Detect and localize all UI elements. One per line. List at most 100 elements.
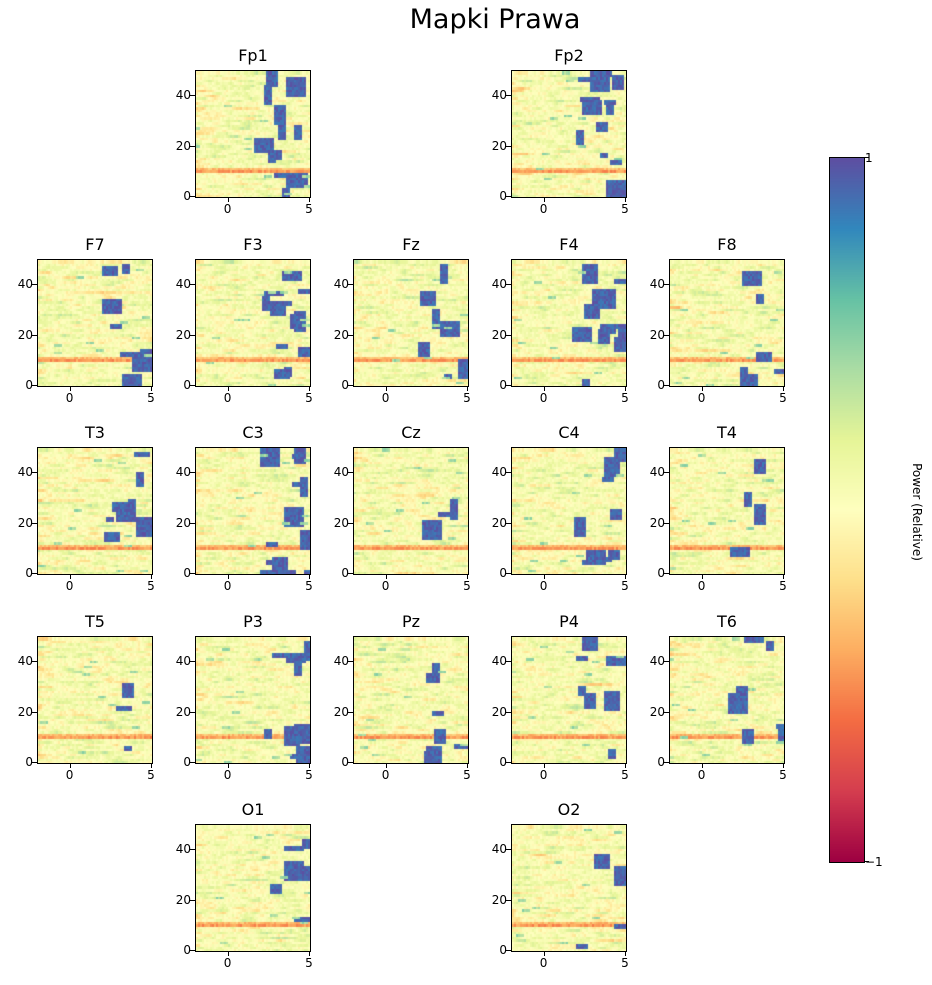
panel-title-f3: F3 — [243, 235, 263, 254]
plot-area-fz — [353, 259, 469, 387]
ytick-mark-t3-0 — [32, 573, 37, 574]
ytick-mark-fz-0 — [348, 385, 353, 386]
ytick-label-f7-0: 0 — [25, 378, 33, 392]
ytick-mark-pz-40 — [348, 661, 353, 663]
heatmap-p4 — [512, 637, 626, 763]
ytick-label-pz-20: 20 — [333, 704, 349, 719]
ytick-label-o1-40: 40 — [175, 842, 191, 857]
panel-title-t6: T6 — [717, 612, 737, 631]
plot-area-cz — [353, 447, 469, 575]
ytick-mark-p3-0 — [190, 762, 195, 763]
ytick-mark-t4-40 — [664, 472, 669, 474]
xtick-label-fp2-0: 0 — [539, 202, 548, 216]
xtick-mark-t4-0 — [701, 574, 703, 579]
ytick-label-o2-0: 0 — [499, 943, 507, 957]
ytick-mark-o2-40 — [506, 849, 511, 851]
ytick-mark-f4-40 — [506, 284, 511, 286]
heatmap-t6 — [670, 637, 784, 763]
panel-title-f8: F8 — [717, 235, 737, 254]
xtick-mark-fz-0 — [385, 386, 387, 391]
panel-title-t4: T4 — [717, 423, 737, 442]
heatmap-f8 — [670, 260, 784, 386]
ytick-label-f3-40: 40 — [175, 277, 191, 292]
ytick-mark-t3-40 — [32, 472, 37, 474]
ytick-mark-f7-40 — [32, 284, 37, 286]
ytick-mark-p4-20 — [506, 711, 511, 713]
ytick-label-t5-20: 20 — [17, 704, 33, 719]
ytick-mark-f8-40 — [664, 284, 669, 286]
heatmap-cz — [354, 448, 468, 574]
heatmap-t5 — [38, 637, 152, 763]
xtick-mark-cz-5 — [467, 574, 468, 579]
panel-pz: Pz 0 20 40 0 5 — [334, 612, 471, 782]
ytick-label-o2-40: 40 — [491, 842, 507, 857]
ytick-mark-f7-20 — [32, 334, 37, 336]
ytick-mark-t4-20 — [664, 522, 669, 524]
panel-title-p4: P4 — [559, 612, 579, 631]
panel-fz: Fz 0 20 40 0 5 — [334, 235, 471, 405]
xtick-mark-pz-5 — [467, 763, 468, 768]
xtick-mark-t5-0 — [69, 763, 71, 768]
plot-area-t6 — [669, 636, 785, 764]
ytick-mark-o1-20 — [190, 899, 195, 901]
ytick-label-f4-20: 20 — [491, 327, 507, 342]
colorbar-tick-label-max: 1 — [865, 151, 873, 165]
ytick-label-fz-20: 20 — [333, 327, 349, 342]
ytick-mark-f3-20 — [190, 334, 195, 336]
xtick-mark-fp1-0 — [227, 197, 229, 202]
panel-t6: T6 0 20 40 0 5 — [650, 612, 787, 782]
panel-t4: T4 0 20 40 0 5 — [650, 423, 787, 593]
xtick-mark-t6-0 — [701, 763, 703, 768]
panel-f7: F7 0 20 40 0 5 — [18, 235, 155, 405]
ytick-mark-t5-20 — [32, 711, 37, 713]
xtick-label-cz-5: 5 — [463, 579, 471, 593]
panel-title-c3: C3 — [242, 423, 264, 442]
ytick-label-fp2-40: 40 — [491, 88, 507, 103]
ytick-label-c3-20: 20 — [175, 515, 191, 530]
ytick-label-t6-40: 40 — [649, 654, 665, 669]
ytick-mark-t6-0 — [664, 762, 669, 763]
panel-title-cz: Cz — [401, 423, 421, 442]
ytick-mark-p3-20 — [190, 711, 195, 713]
xtick-label-t3-5: 5 — [147, 579, 155, 593]
xtick-mark-o2-5 — [625, 951, 626, 956]
xtick-mark-t6-5 — [783, 763, 784, 768]
panel-fp1: Fp1 0 20 40 0 5 — [176, 46, 313, 216]
ytick-label-c3-0: 0 — [183, 566, 191, 580]
ytick-label-fz-0: 0 — [341, 378, 349, 392]
ytick-mark-c4-20 — [506, 522, 511, 524]
ytick-mark-fp1-0 — [190, 196, 195, 197]
xtick-mark-t4-5 — [783, 574, 784, 579]
xtick-mark-p3-0 — [227, 763, 229, 768]
ytick-label-f8-0: 0 — [657, 378, 665, 392]
colorbar-gradient — [830, 158, 864, 862]
ytick-label-t6-0: 0 — [657, 755, 665, 769]
ytick-label-cz-0: 0 — [341, 566, 349, 580]
ytick-mark-t6-20 — [664, 711, 669, 713]
panel-c3: C3 0 20 40 0 5 — [176, 423, 313, 593]
plot-area-p3 — [195, 636, 311, 764]
colorbar-tick-label-min: −1 — [865, 855, 883, 869]
ytick-label-t3-40: 40 — [17, 465, 33, 480]
ytick-label-fp1-40: 40 — [175, 88, 191, 103]
ytick-label-f4-0: 0 — [499, 378, 507, 392]
ytick-mark-f4-0 — [506, 385, 511, 386]
ytick-mark-f4-20 — [506, 334, 511, 336]
ytick-mark-cz-20 — [348, 522, 353, 524]
xtick-label-t6-5: 5 — [779, 768, 787, 782]
panel-f3: F3 0 20 40 0 5 — [176, 235, 313, 405]
panel-title-fz: Fz — [402, 235, 420, 254]
ytick-label-fp1-20: 20 — [175, 138, 191, 153]
xtick-mark-f3-0 — [227, 386, 229, 391]
panel-cz: Cz 0 20 40 0 5 — [334, 423, 471, 593]
ytick-label-pz-40: 40 — [333, 654, 349, 669]
panel-title-fp2: Fp2 — [554, 46, 584, 65]
ytick-label-p4-40: 40 — [491, 654, 507, 669]
plot-area-f3 — [195, 259, 311, 387]
ytick-label-t4-20: 20 — [649, 515, 665, 530]
ytick-label-c4-40: 40 — [491, 465, 507, 480]
xtick-mark-c3-0 — [227, 574, 229, 579]
ytick-mark-f3-40 — [190, 284, 195, 286]
ytick-label-p3-40: 40 — [175, 654, 191, 669]
ytick-mark-cz-40 — [348, 472, 353, 474]
